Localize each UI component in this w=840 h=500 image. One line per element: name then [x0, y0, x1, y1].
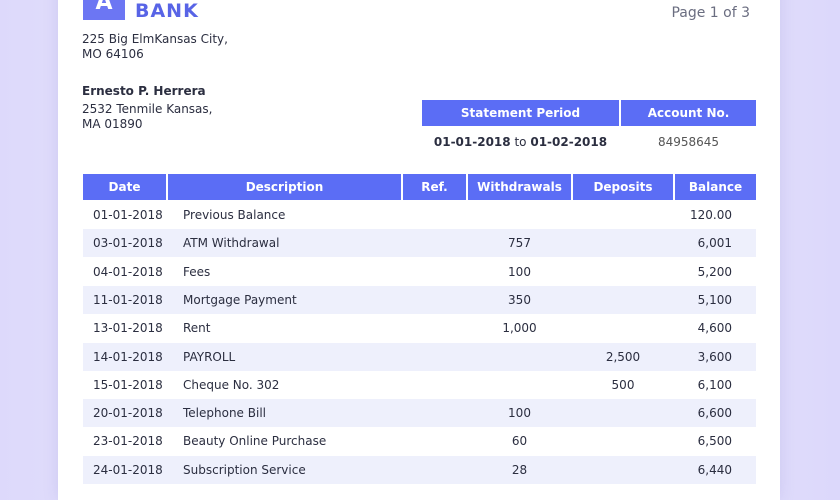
page-number: Page 1 of 3 — [671, 5, 750, 21]
address-line: 2532 Tenmile Kansas, — [82, 102, 213, 116]
bank-name: BANK — [135, 0, 199, 22]
period-to-word: to — [514, 135, 527, 149]
table-cell: 4,600 — [697, 321, 732, 336]
table-row — [83, 342, 756, 371]
table-cell: 6,001 — [697, 236, 732, 251]
table-cell: Beauty Online Purchase — [183, 434, 327, 449]
table-cell: 100 — [508, 264, 531, 279]
table-header: Date — [83, 174, 166, 200]
summary-header: Account No. — [621, 100, 756, 126]
table-cell: Rent — [183, 321, 211, 336]
table-cell: 60 — [511, 434, 528, 449]
table-header: Deposits — [573, 174, 673, 200]
period-to: 01-02-2018 — [530, 135, 608, 149]
table-cell: 6,440 — [697, 462, 732, 477]
table-cell: 6,500 — [697, 434, 732, 449]
table-cell: 01-01-2018 — [93, 208, 163, 222]
table-cell: 24-01-2018 — [93, 462, 163, 477]
table-header: Balance — [675, 174, 756, 200]
table-cell: 500 — [611, 377, 635, 392]
table-cell: 23-01-2018 — [93, 434, 163, 449]
table-header: Ref. — [403, 174, 466, 200]
table-cell: 100 — [508, 406, 531, 421]
customer-address: 2532 Tenmile Kansas, MA 01890 — [82, 102, 212, 132]
address-line: MO 64106 — [82, 47, 144, 61]
table-cell: 11-01-2018 — [93, 292, 163, 307]
table-cell: Cheque No. 302 — [183, 377, 280, 392]
table-cell: 757 — [508, 236, 531, 251]
table-row — [83, 399, 756, 428]
table-cell: 03-01-2018 — [93, 236, 163, 251]
table-row — [83, 229, 756, 258]
table-cell: 20-01-2018 — [93, 406, 163, 421]
statement-period: 01-01-2018 to 01-02-2018 — [422, 128, 619, 156]
table-cell: 3,600 — [697, 349, 732, 364]
table-row — [83, 285, 756, 314]
table-cell: 14-01-2018 — [93, 349, 163, 364]
table-cell: 5,100 — [697, 292, 732, 307]
table-cell: Mortgage Payment — [183, 292, 297, 307]
table-cell: 1,000 — [502, 321, 537, 336]
table-header: Description — [168, 174, 401, 200]
logo: A — [83, 0, 125, 20]
table-cell: PAYROLL — [183, 349, 236, 364]
address-line: 225 Big ElmKansas City, — [82, 32, 228, 46]
address-line: MA 01890 — [82, 117, 143, 131]
table-cell: 13-01-2018 — [93, 321, 163, 336]
table-cell: 6,600 — [697, 406, 732, 421]
table-cell: Previous Balance — [183, 208, 286, 222]
table-cell: Subscription Service — [183, 462, 306, 477]
table-cell: ATM Withdrawal — [183, 236, 280, 251]
table-cell: 28 — [511, 462, 528, 477]
table-cell: Telephone Bill — [183, 406, 266, 421]
summary-header: Statement Period — [422, 100, 619, 126]
bank-address: 225 Big ElmKansas City, MO 64106 — [82, 32, 228, 62]
customer-name: Ernesto P. Herrera — [82, 84, 206, 98]
table-cell: 5,200 — [697, 264, 732, 279]
table-cell: 15-01-2018 — [93, 377, 163, 392]
table-cell: Fees — [183, 264, 211, 279]
page: A BANK Page 1 of 3 225 Big ElmKansas Cit… — [0, 0, 840, 484]
table-cell: 6,100 — [697, 377, 732, 392]
table-cell: 120.00 — [690, 208, 732, 222]
table-cell: 2,500 — [605, 349, 641, 364]
table-header: Withdrawals — [468, 174, 571, 200]
table-cell: 04-01-2018 — [93, 264, 163, 279]
table-cell: 350 — [508, 292, 531, 307]
account-number: 84958645 — [657, 135, 720, 149]
period-from: 01-01-2018 — [433, 135, 511, 149]
